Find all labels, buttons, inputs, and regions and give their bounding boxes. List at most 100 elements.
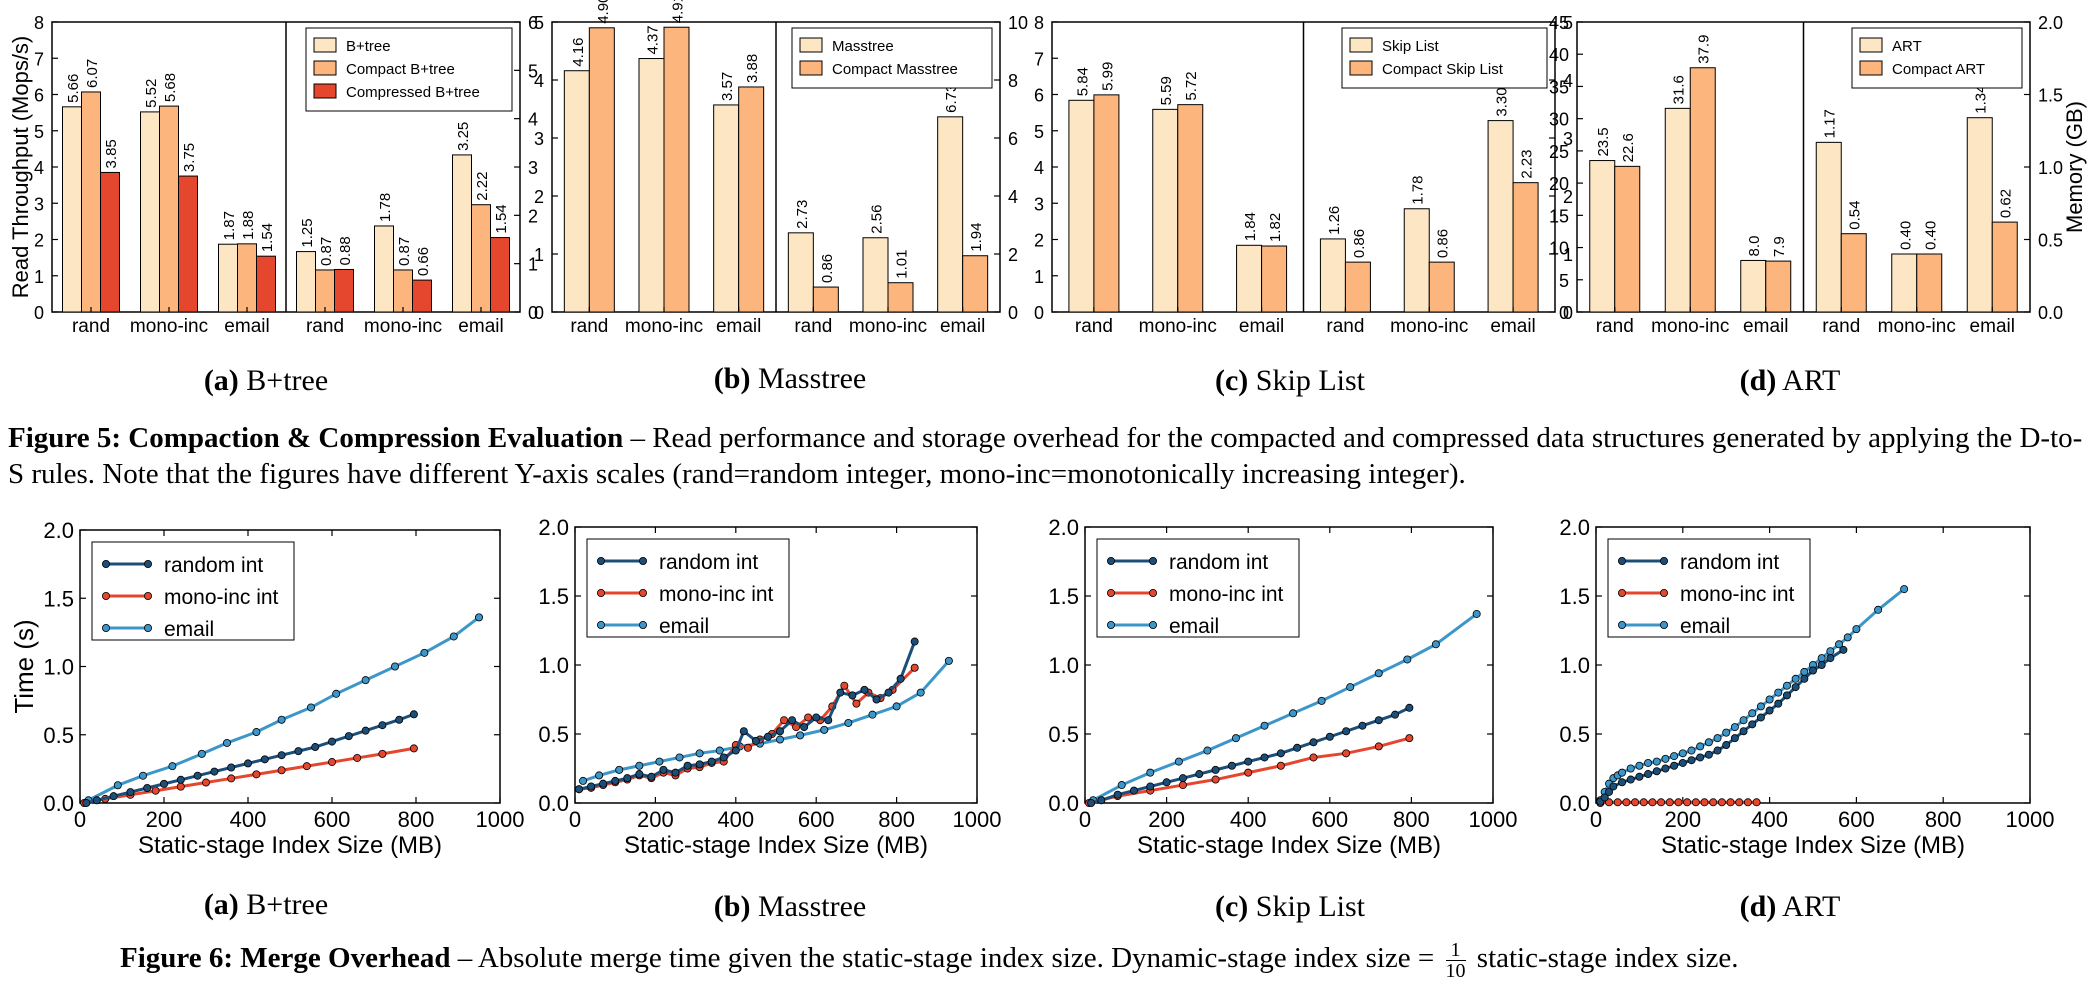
data-point bbox=[892, 702, 901, 711]
legend-marker bbox=[639, 589, 648, 598]
data-point bbox=[1756, 713, 1765, 722]
data-point bbox=[1289, 709, 1298, 718]
bar bbox=[1589, 160, 1616, 313]
y-tick-label: 4 bbox=[1034, 158, 1044, 178]
legend-label: mono-inc int bbox=[164, 586, 279, 609]
data-point bbox=[1700, 798, 1709, 807]
x-tick-label: 800 bbox=[398, 807, 435, 832]
data-point bbox=[1648, 798, 1657, 807]
bar bbox=[296, 251, 316, 313]
data-point bbox=[595, 771, 604, 780]
data-point bbox=[1674, 798, 1683, 807]
data-point bbox=[1635, 772, 1644, 781]
bar-value-label: 1.01 bbox=[894, 250, 911, 279]
data-point bbox=[1782, 691, 1791, 700]
x-tick-label: 400 bbox=[1230, 807, 1267, 832]
data-point bbox=[378, 721, 387, 730]
bar-value-label: 1.17 bbox=[1822, 109, 1839, 138]
data-point bbox=[1835, 640, 1844, 649]
bar bbox=[787, 232, 814, 313]
legend-label: mono-inc int bbox=[1169, 583, 1284, 606]
data-point bbox=[1613, 798, 1622, 807]
legend-label: Compact ART bbox=[1892, 61, 1985, 78]
legend-marker bbox=[1149, 621, 1158, 630]
bar-value-label: 1.78 bbox=[1410, 176, 1427, 205]
y-tick-label: 0 bbox=[534, 303, 544, 323]
x-tick-label: email bbox=[1743, 316, 1788, 337]
bar-value-label: 5.68 bbox=[162, 73, 179, 102]
data-point bbox=[474, 613, 483, 622]
data-point bbox=[824, 716, 833, 725]
data-point bbox=[1709, 798, 1718, 807]
data-point bbox=[327, 737, 336, 746]
bar bbox=[1093, 94, 1120, 313]
data-point bbox=[1211, 775, 1220, 784]
y-tick-label: 1.5 bbox=[43, 586, 74, 611]
data-point bbox=[1696, 742, 1705, 751]
data-point bbox=[1774, 699, 1783, 708]
data-point bbox=[1644, 758, 1653, 767]
y-tick-label: 4 bbox=[528, 110, 538, 130]
data-point bbox=[151, 786, 160, 795]
legend-label: Compact Masstree bbox=[832, 61, 958, 78]
x-tick-label: 200 bbox=[1148, 807, 1185, 832]
data-point bbox=[671, 768, 680, 777]
data-point bbox=[587, 782, 596, 791]
legend-marker bbox=[1107, 557, 1116, 566]
legend-marker bbox=[143, 624, 152, 633]
data-point bbox=[1609, 782, 1618, 791]
x-tick-label: email bbox=[716, 316, 761, 337]
y-tick-label: 45 bbox=[1549, 13, 1569, 33]
bar bbox=[887, 282, 914, 313]
y-tick-label: 4 bbox=[34, 158, 44, 178]
bar-value-label: 1.54 bbox=[493, 204, 510, 233]
y-tick-label: 0.5 bbox=[1048, 722, 1079, 747]
bar-value-label: 7.9 bbox=[1771, 236, 1788, 257]
bar-value-label: 4.90 bbox=[595, 0, 612, 24]
data-point bbox=[796, 731, 805, 740]
x-tick-label: 200 bbox=[637, 807, 674, 832]
y-tick-label: 0 bbox=[1034, 303, 1044, 323]
data-point bbox=[1765, 706, 1774, 715]
legend-label: random int bbox=[1169, 551, 1268, 574]
data-point bbox=[1691, 798, 1700, 807]
x-tick-label: 1000 bbox=[1469, 807, 1518, 832]
bar-value-label: 37.9 bbox=[1696, 35, 1713, 64]
bar-value-label: 4.91 bbox=[670, 0, 687, 23]
data-point bbox=[623, 774, 632, 783]
data-point bbox=[353, 753, 362, 762]
data-point bbox=[1782, 681, 1791, 690]
y-tick-label: 0 bbox=[34, 303, 44, 323]
data-point bbox=[1622, 798, 1631, 807]
y-tick-label: 1 bbox=[1034, 267, 1044, 287]
data-point bbox=[1317, 696, 1326, 705]
data-point bbox=[715, 746, 724, 755]
bar-value-label: 0.54 bbox=[1847, 200, 1864, 229]
legend-marker bbox=[1618, 557, 1627, 566]
data-point bbox=[1626, 775, 1635, 784]
y-tick-label: 5 bbox=[1563, 13, 1573, 33]
bar-value-label: 1.25 bbox=[299, 218, 316, 247]
bar bbox=[1689, 67, 1716, 313]
data-point bbox=[840, 681, 849, 690]
y-tick-label: 2 bbox=[1563, 187, 1573, 207]
bar-value-label: 3.75 bbox=[181, 143, 198, 172]
bar bbox=[490, 237, 510, 313]
bar-value-label: 1.87 bbox=[221, 211, 238, 240]
data-point bbox=[1600, 793, 1609, 802]
bar bbox=[178, 175, 198, 313]
x-axis-label: Static-stage Index Size (MB) bbox=[1661, 832, 1965, 859]
data-point bbox=[1839, 645, 1848, 654]
x-tick-label: email bbox=[1239, 316, 1284, 337]
bar bbox=[1840, 233, 1867, 313]
bar-value-label: 5.59 bbox=[1158, 76, 1175, 105]
bar bbox=[1177, 104, 1204, 313]
y-tick-label: 5 bbox=[34, 122, 44, 142]
data-point bbox=[788, 716, 797, 725]
y-tick-label: 30 bbox=[1549, 110, 1569, 130]
legend-box bbox=[1851, 27, 2023, 89]
x-tick-label: email bbox=[1970, 316, 2015, 337]
legend-marker bbox=[1660, 589, 1669, 598]
data-point bbox=[579, 776, 588, 785]
